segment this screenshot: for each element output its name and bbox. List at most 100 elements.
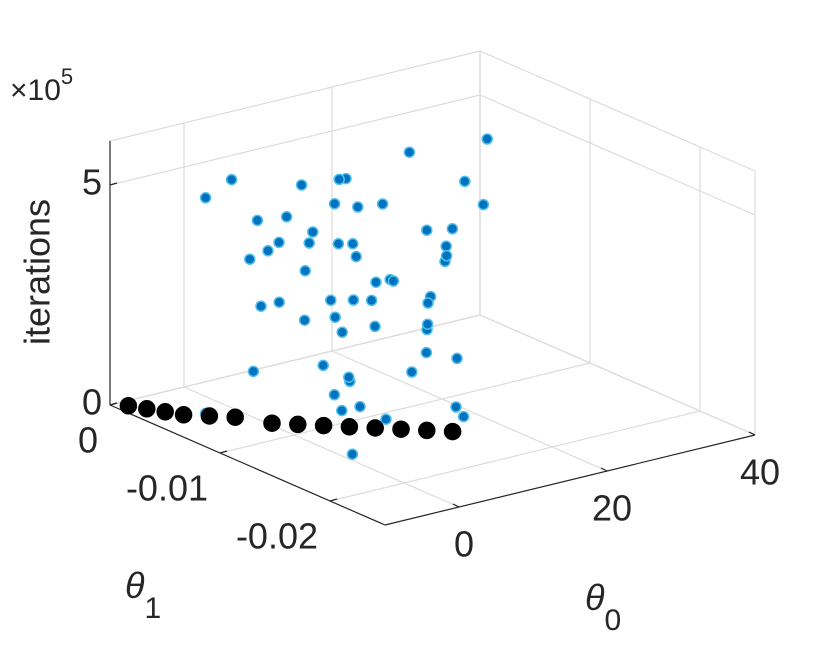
grid-line	[183, 386, 460, 508]
point	[314, 416, 333, 435]
point	[336, 326, 348, 338]
tick-mark	[219, 450, 228, 454]
x-axis-label: θ0	[585, 577, 621, 637]
point	[273, 296, 285, 308]
label-subscript: 1	[145, 592, 162, 625]
point	[369, 320, 381, 333]
point	[273, 236, 285, 249]
point	[392, 420, 410, 438]
point	[443, 422, 462, 441]
x-axis	[384, 434, 756, 526]
point	[403, 146, 416, 158]
point	[354, 400, 366, 413]
point	[481, 133, 493, 145]
point	[421, 318, 434, 330]
tick-mark	[452, 503, 460, 508]
point	[303, 237, 315, 249]
label-symbol: θ	[585, 577, 605, 618]
x-tick-label: 40	[740, 452, 780, 493]
point	[307, 226, 319, 238]
point	[200, 407, 219, 425]
point	[298, 314, 311, 326]
grid-line	[109, 314, 481, 406]
point	[255, 300, 267, 312]
point	[244, 253, 256, 265]
y-tick-label: -0.01	[126, 468, 208, 509]
point	[332, 238, 345, 250]
z-multiplier: ×105	[10, 64, 73, 107]
point	[263, 414, 281, 432]
point	[343, 371, 355, 383]
point	[347, 294, 360, 306]
point	[247, 365, 260, 378]
y-tick-label: -0.02	[236, 516, 318, 557]
point	[366, 419, 384, 437]
point	[420, 346, 433, 359]
multiplier-exponent: 5	[61, 64, 73, 89]
point	[299, 265, 311, 277]
tick-mark	[329, 498, 338, 502]
z-tick-label: 0	[82, 382, 102, 423]
point	[352, 201, 364, 213]
point	[370, 276, 382, 288]
point	[450, 401, 462, 413]
point	[328, 198, 341, 210]
point	[406, 366, 418, 378]
label-symbol: θ	[125, 565, 145, 606]
point	[119, 397, 138, 415]
point	[376, 198, 389, 210]
x-tick-label: 20	[592, 488, 632, 529]
point	[333, 173, 345, 186]
point	[280, 211, 293, 223]
point	[418, 421, 436, 440]
point	[440, 240, 452, 252]
grid-line	[331, 350, 608, 472]
multiplier-base: ×10	[10, 74, 61, 107]
point	[457, 410, 470, 423]
point	[226, 408, 244, 426]
point	[225, 173, 238, 186]
point	[350, 250, 362, 263]
point	[317, 359, 329, 372]
point	[340, 418, 359, 436]
grid-line	[219, 362, 591, 454]
z-axis-label: iterations	[17, 199, 58, 345]
point	[380, 413, 392, 425]
label-subscript: 0	[605, 604, 622, 637]
z-tick-label: 5	[82, 162, 102, 203]
point	[421, 224, 433, 236]
point	[336, 404, 348, 417]
box-edge	[479, 50, 756, 172]
point	[477, 198, 490, 211]
point	[459, 175, 471, 188]
tick-mark	[109, 182, 118, 186]
point	[451, 352, 463, 365]
point	[262, 245, 274, 257]
x-tick-label: 0	[454, 524, 474, 565]
point	[295, 179, 308, 191]
point	[347, 238, 359, 250]
point	[156, 403, 174, 421]
tick-mark	[600, 467, 608, 472]
y-tick-label: 0	[78, 420, 98, 461]
point	[346, 448, 359, 460]
grid-line	[479, 314, 756, 436]
point	[174, 406, 193, 424]
box-edge	[109, 50, 481, 142]
point	[440, 250, 453, 262]
point	[328, 389, 341, 401]
point	[329, 311, 341, 323]
tick-mark	[748, 431, 756, 436]
point	[138, 400, 156, 418]
point	[251, 214, 264, 227]
grid-line	[329, 410, 701, 502]
grid-line	[109, 94, 481, 186]
tick-mark	[109, 402, 118, 406]
point	[422, 297, 434, 309]
point	[199, 192, 212, 204]
point	[446, 223, 459, 235]
y-axis-label: θ1	[125, 565, 161, 625]
point	[289, 415, 307, 434]
point	[365, 294, 378, 307]
